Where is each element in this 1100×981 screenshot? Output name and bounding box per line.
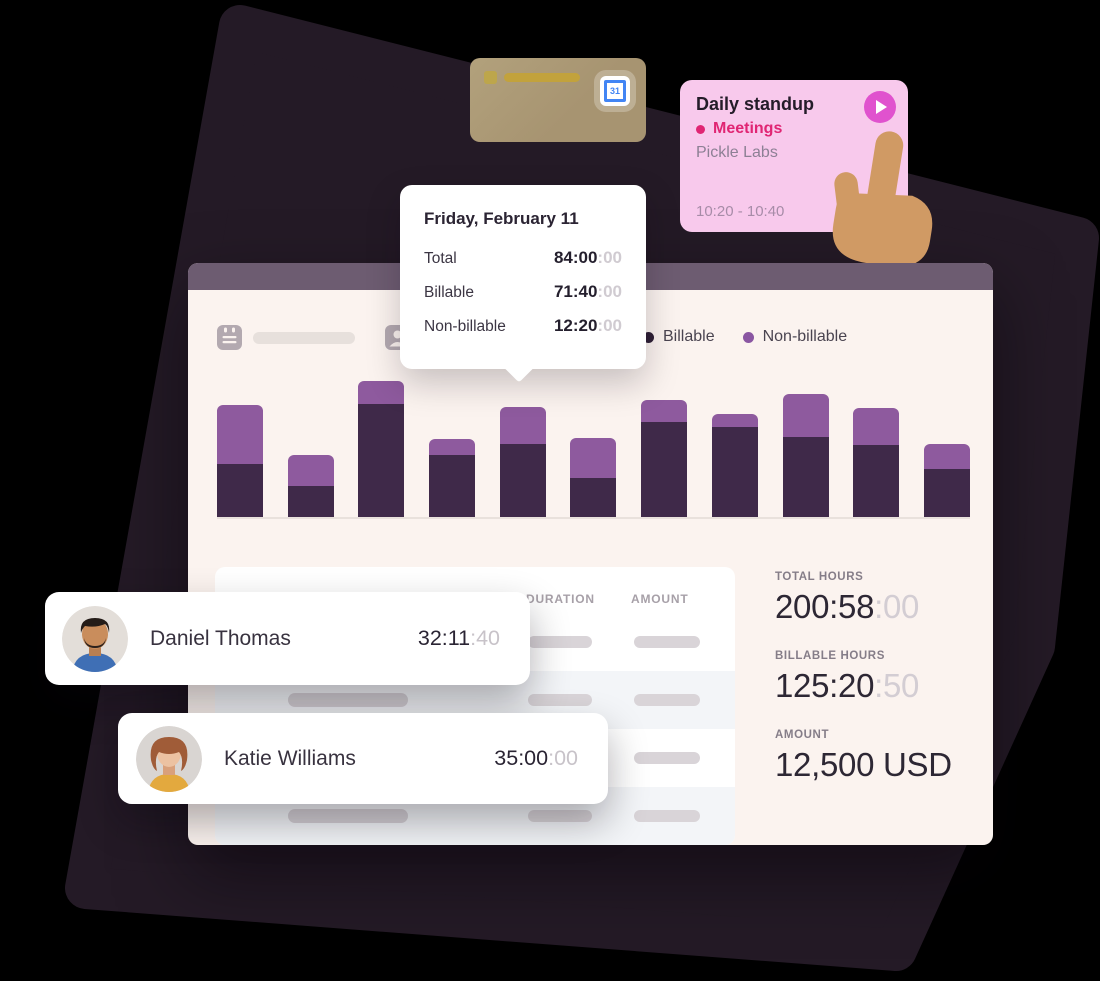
chart-legend: Billable Non-billable: [643, 326, 847, 348]
tooltip-row-billable: Billable 71:40:00: [424, 282, 622, 301]
member-name: Daniel Thomas: [150, 626, 291, 650]
billable-segment: [782, 437, 829, 517]
billable-segment: [287, 486, 334, 517]
chart-bar[interactable]: [782, 394, 829, 517]
billable-segment: [358, 404, 405, 517]
non-billable-segment: [641, 400, 688, 422]
chart-bar[interactable]: [358, 381, 405, 517]
tooltip-row-non-billable: Non-billable 12:20:00: [424, 316, 622, 335]
summary-stats: TOTAL HOURS 200:58:00 BILLABLE HOURS 125…: [775, 563, 985, 784]
member-card-daniel[interactable]: Daniel Thomas 32:11:40: [45, 592, 530, 685]
amount-value: 12,500 USD: [775, 746, 952, 783]
billable-hours-label: BILLABLE HOURS: [775, 650, 885, 662]
amt-placeholder: [634, 810, 700, 822]
event-client-label: Pickle Labs: [696, 144, 778, 161]
billable-segment: [429, 455, 476, 517]
chart-bar[interactable]: [570, 438, 617, 517]
chart-bar[interactable]: [853, 408, 900, 517]
hand-cursor-icon: [832, 131, 933, 263]
billable-segment: [641, 422, 688, 517]
event-project-label: Meetings: [713, 120, 783, 137]
member-duration: 32:11:40: [417, 626, 500, 650]
tooltip-row-total: Total 84:00:00: [424, 248, 622, 267]
billable-segment: [711, 427, 758, 517]
stacked-bar-chart: [217, 377, 970, 517]
billable-hours-value: 125:20:50: [775, 667, 920, 704]
start-timer-button[interactable]: [864, 91, 896, 123]
name-placeholder: [288, 809, 408, 823]
google-calendar-icon: 31: [600, 76, 630, 106]
avatar: [62, 605, 128, 672]
date-range-picker-icon[interactable]: [217, 325, 242, 350]
non-billable-segment: [287, 455, 334, 486]
member-duration: 35:00:00: [494, 746, 578, 770]
billable-segment: [570, 478, 617, 517]
billable-segment: [853, 445, 900, 517]
event-project-row: Meetings: [696, 120, 892, 138]
dur-placeholder: [528, 810, 592, 822]
legend-item-non-billable[interactable]: Non-billable: [742, 328, 847, 346]
member-card-katie[interactable]: Katie Williams 35:00:00: [118, 713, 608, 804]
dur-placeholder: [528, 636, 592, 648]
non-billable-segment: [499, 407, 546, 444]
non-billable-segment: [429, 439, 476, 455]
tooltip-date: Friday, February 11: [424, 209, 579, 228]
non-billable-dot: [742, 331, 754, 343]
amt-placeholder: [634, 752, 700, 764]
chart-bar[interactable]: [499, 407, 546, 517]
amount-label: AMOUNT: [775, 729, 830, 741]
chart-bar[interactable]: [711, 414, 758, 517]
chart-baseline: [217, 517, 970, 519]
legend-item-billable[interactable]: Billable: [643, 328, 715, 346]
amt-placeholder: [634, 694, 700, 706]
project-color-dot: [696, 124, 705, 134]
amt-placeholder: [634, 636, 700, 648]
event-title: Daily standup: [696, 94, 815, 114]
non-billable-segment: [217, 405, 263, 464]
date-range-placeholder: [253, 332, 355, 344]
calendar-day-label: 31: [607, 83, 623, 99]
chart-bar[interactable]: [641, 400, 688, 517]
play-icon: [876, 100, 887, 114]
billable-dot: [643, 331, 654, 343]
column-header-amount: AMOUNT: [631, 592, 689, 606]
non-billable-segment: [853, 408, 900, 445]
billable-segment: [217, 464, 263, 517]
chart-day-tooltip: Friday, February 11 Total 84:00:00 Billa…: [400, 185, 646, 369]
dur-placeholder: [528, 694, 592, 706]
avatar: [136, 725, 202, 792]
name-placeholder: [288, 693, 408, 707]
chart-bar[interactable]: [217, 405, 263, 517]
total-hours-value: 200:58:00: [775, 588, 920, 625]
chart-bar[interactable]: [923, 444, 970, 517]
billable-segment: [923, 469, 970, 517]
event-title-placeholder: [504, 73, 580, 82]
chart-bar[interactable]: [287, 455, 334, 517]
non-billable-segment: [358, 381, 405, 404]
non-billable-segment: [570, 438, 617, 478]
google-calendar-event-card[interactable]: 31: [470, 58, 646, 142]
billable-segment: [499, 444, 546, 517]
total-hours-label: TOTAL HOURS: [775, 571, 864, 583]
non-billable-segment: [711, 414, 758, 427]
chart-bar[interactable]: [429, 439, 476, 517]
non-billable-segment: [782, 394, 829, 437]
non-billable-segment: [923, 444, 970, 469]
member-name: Katie Williams: [224, 746, 356, 770]
event-color-square: [484, 71, 497, 84]
column-header-duration: DURATION: [526, 592, 595, 606]
event-time-range: 10:20 - 10:40: [696, 203, 785, 220]
